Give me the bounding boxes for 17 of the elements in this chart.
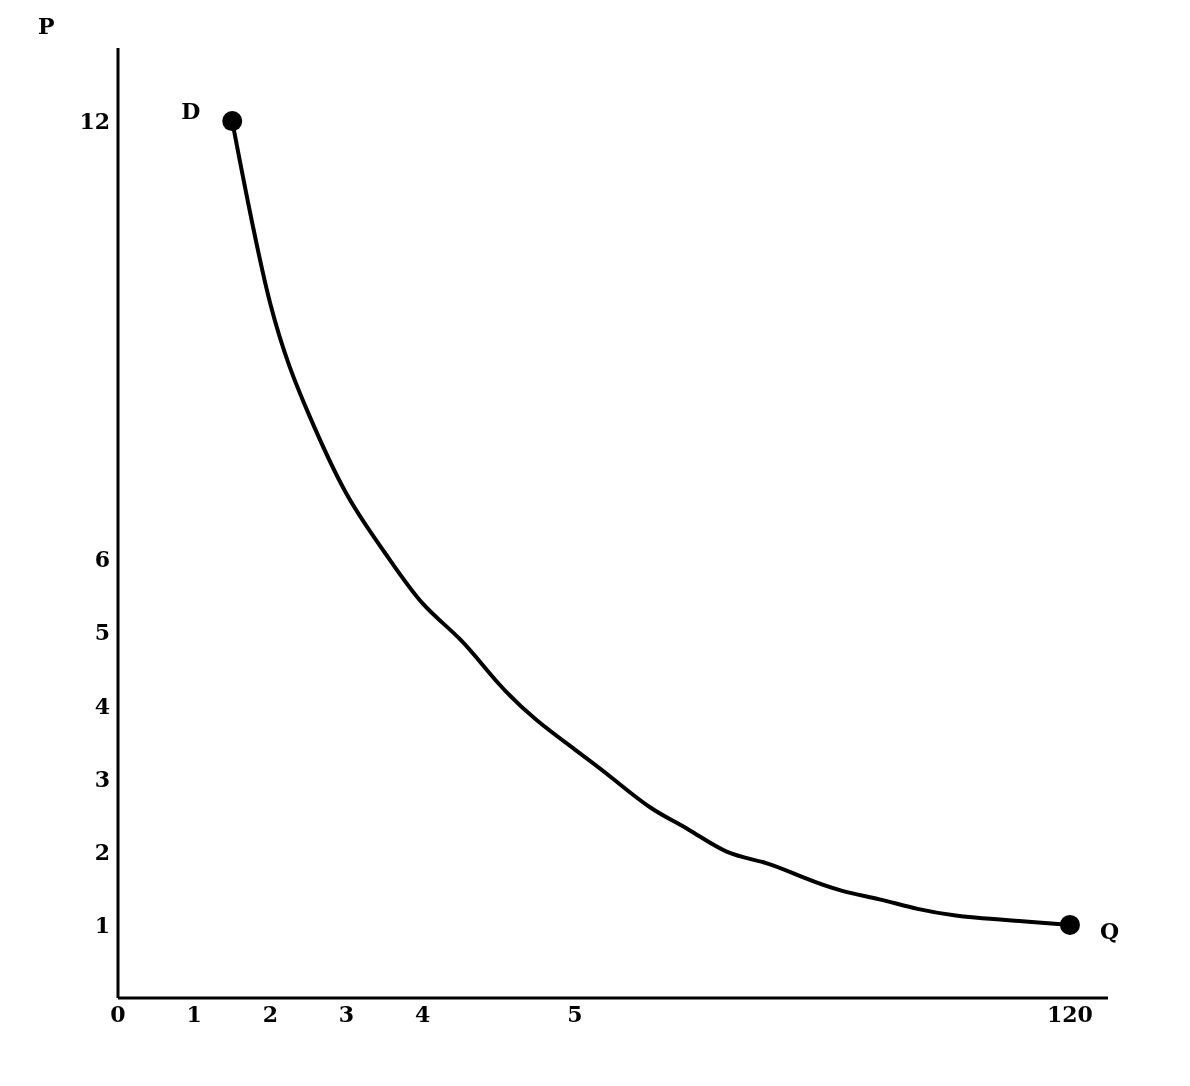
y-tick-label: 2	[94, 838, 110, 865]
y-tick-label: 3	[94, 765, 110, 792]
annotation: Q	[1099, 917, 1120, 944]
x-tick-label: 120	[1046, 1000, 1093, 1027]
y-tick-label: 5	[94, 619, 110, 646]
y-tick-label: 6	[94, 546, 110, 573]
y-tick-label: 12	[79, 107, 110, 134]
annotation: D	[181, 98, 201, 125]
x-tick-label: 1	[186, 1000, 202, 1027]
x-tick-label: 3	[338, 1000, 355, 1027]
y-tick-label: 4	[94, 692, 110, 719]
x-tick-label: 4	[414, 1000, 431, 1027]
y-axis-title: P	[38, 12, 55, 39]
y-tick-label: 1	[94, 911, 110, 938]
x-tick-label: 0	[110, 1000, 126, 1027]
x-tick-label: 5	[567, 1000, 583, 1027]
x-tick-label: 2	[262, 1000, 278, 1027]
